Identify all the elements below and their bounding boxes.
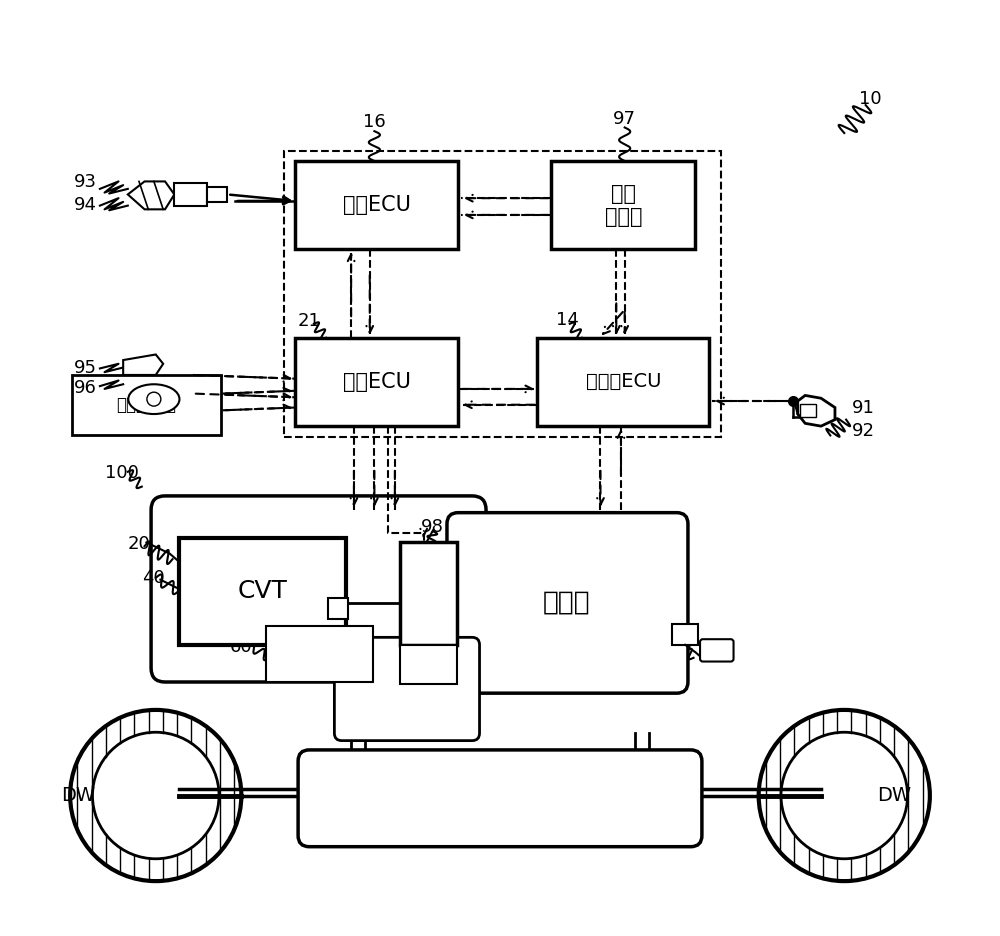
Text: 起步: 起步	[418, 585, 438, 603]
Text: 车速
传感器: 车速 传感器	[605, 183, 642, 227]
Text: CVT: CVT	[238, 578, 288, 603]
Text: 发动机ECU: 发动机ECU	[586, 373, 661, 391]
Text: 10: 10	[859, 90, 882, 108]
Text: 100: 100	[105, 463, 139, 482]
Polygon shape	[798, 395, 835, 426]
Ellipse shape	[128, 385, 179, 414]
Bar	[174, 183, 207, 206]
Text: DW: DW	[61, 786, 95, 805]
Bar	[295, 338, 458, 426]
Bar	[800, 403, 816, 417]
Text: 12: 12	[514, 658, 537, 676]
FancyBboxPatch shape	[298, 750, 702, 847]
Bar	[295, 161, 458, 249]
Text: 40: 40	[142, 569, 165, 587]
Polygon shape	[123, 355, 163, 375]
Bar	[328, 598, 348, 619]
Text: 99: 99	[465, 666, 488, 684]
Text: 制动ECU: 制动ECU	[343, 195, 411, 215]
Text: 模式选择开关: 模式选择开关	[116, 396, 176, 415]
FancyBboxPatch shape	[700, 639, 734, 662]
Polygon shape	[128, 182, 174, 210]
Text: 91: 91	[852, 399, 875, 417]
Ellipse shape	[147, 392, 161, 406]
Bar	[400, 645, 457, 684]
Bar	[266, 626, 373, 682]
Text: 93: 93	[74, 173, 97, 191]
Bar	[400, 543, 457, 645]
Text: 97: 97	[613, 110, 636, 128]
Text: 98: 98	[421, 518, 444, 535]
Text: 22: 22	[233, 543, 256, 561]
Circle shape	[759, 709, 930, 881]
Text: 96: 96	[74, 379, 97, 397]
Bar	[72, 375, 221, 435]
Circle shape	[70, 709, 241, 881]
Bar	[179, 538, 346, 645]
Text: 13: 13	[670, 634, 693, 651]
Text: 油压控
制装置: 油压控 制装置	[307, 640, 330, 668]
Text: 23: 23	[465, 643, 488, 661]
Text: DW: DW	[877, 786, 911, 805]
Bar	[207, 187, 227, 202]
Text: 14: 14	[556, 311, 579, 329]
Bar	[672, 624, 698, 645]
Text: 发动机: 发动机	[543, 590, 591, 616]
Text: 16: 16	[363, 113, 386, 131]
Text: 21: 21	[298, 312, 321, 330]
Bar	[537, 338, 709, 426]
Text: 95: 95	[74, 358, 97, 376]
Text: 变速ECU: 变速ECU	[343, 372, 411, 392]
FancyBboxPatch shape	[447, 513, 688, 694]
Text: 94: 94	[74, 196, 97, 213]
Text: 60: 60	[230, 637, 253, 655]
Text: 20: 20	[128, 535, 151, 553]
Bar	[284, 151, 721, 437]
Bar	[551, 161, 695, 249]
FancyBboxPatch shape	[334, 637, 480, 740]
Text: 92: 92	[852, 422, 875, 440]
